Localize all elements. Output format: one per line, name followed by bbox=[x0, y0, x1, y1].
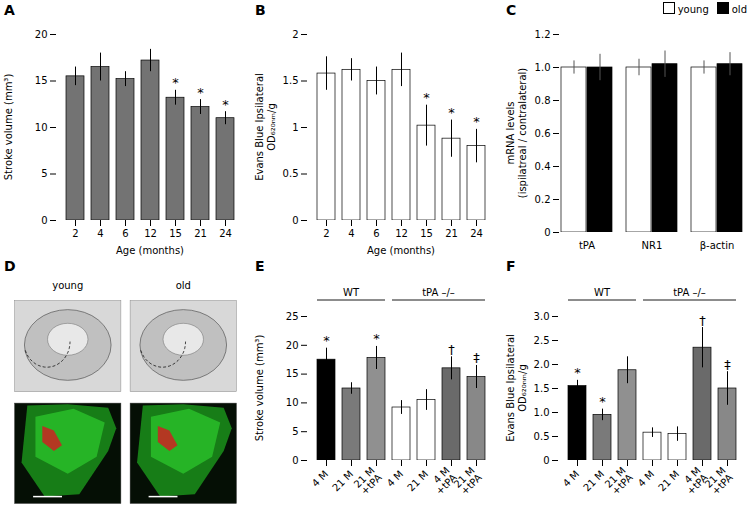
svg-text:0.5: 0.5 bbox=[283, 168, 299, 179]
svg-text:24: 24 bbox=[219, 228, 232, 239]
svg-text:mRNA levels(ispilatreal / cont: mRNA levels(ispilatreal / contralateral) bbox=[505, 68, 528, 199]
svg-text:*: * bbox=[373, 331, 380, 346]
svg-text:0.6: 0.6 bbox=[535, 128, 551, 139]
svg-text:0: 0 bbox=[543, 455, 549, 466]
svg-text:0.5: 0.5 bbox=[534, 431, 550, 442]
html-text:E: E bbox=[255, 258, 265, 274]
html-text:B: B bbox=[255, 2, 266, 18]
svg-text:‡: ‡ bbox=[724, 357, 731, 372]
svg-text:β-actin: β-actin bbox=[700, 240, 735, 251]
svg-text:*: * bbox=[574, 365, 581, 380]
svg-text:3.0: 3.0 bbox=[534, 311, 550, 322]
html-text:4 M: 4 M bbox=[431, 464, 452, 486]
svg-text:20: 20 bbox=[35, 29, 48, 40]
html-text:+tPA: +tPA bbox=[684, 471, 710, 497]
svg-text:NR1: NR1 bbox=[642, 240, 663, 251]
svg-text:*: * bbox=[473, 114, 480, 129]
html-text:young: young bbox=[677, 4, 709, 15]
svg-text:20: 20 bbox=[286, 340, 299, 351]
svg-text:*: * bbox=[172, 75, 179, 90]
svg-text:25: 25 bbox=[286, 311, 299, 322]
svg-text:4 M: 4 M bbox=[561, 468, 582, 489]
svg-text:5: 5 bbox=[41, 168, 47, 179]
svg-text:6: 6 bbox=[373, 228, 379, 239]
svg-text:21 M: 21 M bbox=[581, 468, 607, 494]
svg-text:4 M: 4 M bbox=[310, 468, 331, 489]
html-text:4 M: 4 M bbox=[682, 464, 703, 486]
svg-text:15: 15 bbox=[420, 228, 433, 239]
svg-text:1.2: 1.2 bbox=[535, 29, 551, 40]
svg-text:1.5: 1.5 bbox=[534, 383, 550, 394]
svg-text:WT: WT bbox=[594, 287, 611, 298]
svg-text:4 M: 4 M bbox=[385, 468, 406, 489]
svg-text:10: 10 bbox=[286, 397, 299, 408]
svg-text:†: † bbox=[699, 313, 706, 328]
html-text:+tPA: +tPA bbox=[433, 471, 459, 497]
svg-text:4: 4 bbox=[348, 228, 354, 239]
svg-text:tPA: tPA bbox=[579, 240, 595, 251]
svg-text:*: * bbox=[197, 85, 204, 100]
svg-text:0: 0 bbox=[292, 455, 298, 466]
svg-text:Age (months): Age (months) bbox=[367, 245, 435, 256]
svg-text:*: * bbox=[448, 105, 455, 120]
svg-text:10: 10 bbox=[35, 122, 48, 133]
svg-text:21 M: 21 M bbox=[656, 468, 681, 493]
svg-text:2: 2 bbox=[292, 29, 298, 40]
svg-text:21 M: 21 M bbox=[330, 468, 356, 494]
svg-text:0.2: 0.2 bbox=[535, 194, 551, 205]
svg-text:2.0: 2.0 bbox=[534, 359, 550, 370]
svg-text:0: 0 bbox=[41, 215, 47, 226]
svg-text:WT: WT bbox=[343, 287, 360, 298]
svg-text:21 M+tPA: 21 M+tPA bbox=[603, 465, 635, 497]
html-text:old: old bbox=[731, 4, 747, 15]
svg-text:Evans Blue IpsilateralOD₆₂₀ₙₘ/: Evans Blue IpsilateralOD₆₂₀ₙₘ/g bbox=[505, 334, 528, 442]
svg-text:*: * bbox=[222, 97, 229, 112]
svg-text:24: 24 bbox=[470, 228, 483, 239]
svg-text:21: 21 bbox=[445, 228, 458, 239]
svg-text:1.0: 1.0 bbox=[535, 62, 551, 73]
svg-text:21: 21 bbox=[194, 228, 207, 239]
svg-text:21 M+tPA: 21 M+tPA bbox=[703, 465, 735, 497]
svg-text:0: 0 bbox=[292, 215, 298, 226]
svg-text:21 M: 21 M bbox=[405, 468, 430, 493]
svg-text:0: 0 bbox=[544, 227, 550, 238]
svg-text:*: * bbox=[323, 333, 330, 348]
svg-text:2: 2 bbox=[323, 228, 329, 239]
html-text:D: D bbox=[4, 258, 16, 274]
svg-text:0.4: 0.4 bbox=[535, 161, 551, 172]
svg-text:5: 5 bbox=[292, 426, 298, 437]
svg-text:4 M: 4 M bbox=[636, 468, 657, 489]
svg-text:6: 6 bbox=[122, 228, 128, 239]
html-text:A: A bbox=[4, 2, 15, 18]
svg-text:1: 1 bbox=[292, 122, 298, 133]
svg-text:1.5: 1.5 bbox=[283, 75, 299, 86]
svg-text:2.5: 2.5 bbox=[534, 335, 550, 346]
svg-text:tPA –/–: tPA –/– bbox=[673, 287, 706, 298]
svg-text:‡: ‡ bbox=[473, 350, 480, 365]
svg-text:†: † bbox=[448, 342, 455, 357]
svg-text:Evans Blue IpsilateralOD₆₂₀ₙₘ/: Evans Blue IpsilateralOD₆₂₀ₙₘ/g bbox=[254, 73, 277, 181]
svg-text:15: 15 bbox=[169, 228, 182, 239]
svg-text:tPA –/–: tPA –/– bbox=[422, 287, 455, 298]
svg-text:*: * bbox=[599, 394, 606, 409]
svg-text:2: 2 bbox=[72, 228, 78, 239]
svg-text:12: 12 bbox=[395, 228, 408, 239]
svg-text:0.8: 0.8 bbox=[535, 95, 551, 106]
html-text:F: F bbox=[506, 258, 516, 274]
svg-text:15: 15 bbox=[35, 75, 48, 86]
svg-text:Stroke volume (mm³): Stroke volume (mm³) bbox=[3, 74, 14, 181]
svg-text:12: 12 bbox=[144, 228, 157, 239]
svg-text:21 M+tPA: 21 M+tPA bbox=[352, 465, 384, 497]
svg-text:1.0: 1.0 bbox=[534, 407, 550, 418]
svg-text:15: 15 bbox=[286, 368, 299, 379]
svg-text:*: * bbox=[423, 90, 430, 105]
svg-text:old: old bbox=[176, 280, 191, 291]
svg-text:4: 4 bbox=[97, 228, 103, 239]
html-text:C: C bbox=[506, 2, 517, 18]
svg-text:young: young bbox=[52, 280, 83, 291]
svg-text:Stroke volume (mm³): Stroke volume (mm³) bbox=[254, 335, 265, 442]
svg-text:Age (months): Age (months) bbox=[116, 245, 184, 256]
svg-text:21 M+tPA: 21 M+tPA bbox=[452, 465, 484, 497]
